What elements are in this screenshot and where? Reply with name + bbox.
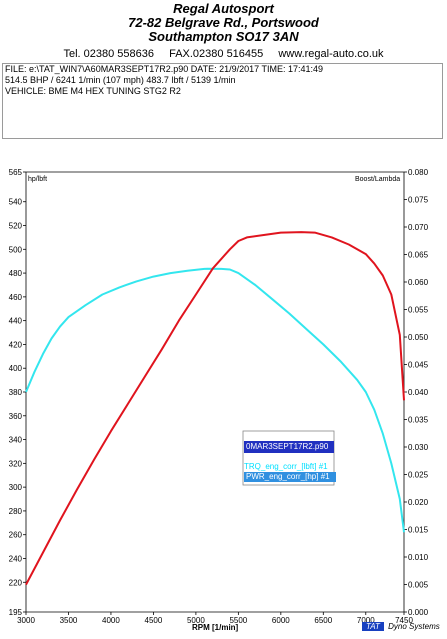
legend-box	[242, 430, 335, 486]
y-left-tick-label: 340	[9, 436, 23, 445]
y-left-tick-label: 440	[9, 317, 23, 326]
y-right-tick-label: 0.025	[408, 471, 429, 480]
y-right-tick-label: 0.015	[408, 526, 429, 535]
brand-logo: TAT Dyno Systems	[362, 622, 440, 631]
legend-power-label: PWR_eng_corr_[hp] #1	[244, 472, 336, 482]
legend-torque-label: TRQ_eng_corr_[lbft] #1	[244, 462, 328, 471]
y-left-tick-label: 360	[9, 412, 23, 421]
y-left-tick-label: 320	[9, 459, 23, 468]
y-left-tick-label: 260	[9, 531, 23, 540]
run-info-box: FILE: e:\TAT_WIN7\A60MAR3SEPT17R2.p90 DA…	[2, 63, 443, 139]
x-axis-label: RPM [1/min]	[192, 623, 239, 632]
x-tick-label: 7000	[357, 616, 375, 625]
y-right-tick-label: 0.050	[408, 333, 429, 342]
left-unit-label: hp/lbft	[28, 176, 48, 183]
x-tick-label: 6000	[272, 616, 290, 625]
x-tick-label: 4500	[145, 616, 163, 625]
y-right-tick-label: 0.075	[408, 196, 429, 205]
y-left-tick-label: 540	[9, 198, 23, 207]
y-left-tick-label: 220	[9, 578, 23, 587]
y-right-tick-label: 0.030	[408, 443, 429, 452]
y-left-tick-label: 380	[9, 388, 23, 397]
x-tick-label: 3000	[17, 616, 35, 625]
company-name: Regal Autosport	[173, 1, 274, 16]
y-left-tick-label: 565	[9, 168, 23, 177]
y-left-tick-label: 420	[9, 340, 23, 349]
web-text: www.regal-auto.co.uk	[278, 48, 384, 60]
company-address: 72-82 Belgrave Rd., Portswood	[128, 15, 319, 30]
tel-text: Tel. 02380 558636	[63, 48, 155, 60]
right-unit-label: Boost/Lambda	[355, 176, 401, 183]
y-left-tick-label: 400	[9, 364, 23, 373]
y-left-tick-label: 280	[9, 507, 23, 516]
power-line: 514.5 BHP / 6241 1/min (107 mph) 483.7 l…	[5, 75, 236, 85]
y-right-tick-label: 0.020	[408, 498, 429, 507]
x-tick-label: 7450	[395, 616, 413, 625]
y-right-tick-label: 0.005	[408, 581, 429, 590]
y-right-tick-label: 0.070	[408, 223, 429, 232]
y-left-tick-label: 500	[9, 245, 23, 254]
y-left-tick-label: 195	[9, 608, 23, 617]
contact-line: Tel. 02380 558636 FAX.02380 516455 www.r…	[4, 48, 443, 60]
torque-series-line	[25, 267, 405, 533]
y-right-tick-label: 0.000	[408, 608, 429, 617]
x-tick-label: 5500	[229, 616, 247, 625]
y-right-tick-label: 0.035	[408, 416, 429, 425]
dyno-systems-text: Dyno Systems	[388, 622, 440, 631]
y-left-tick-label: 460	[9, 293, 23, 302]
report-header: Regal Autosport 72-82 Belgrave Rd., Port…	[4, 2, 443, 64]
y-right-tick-label: 0.010	[408, 553, 429, 562]
y-right-tick-label: 0.065	[408, 251, 429, 260]
y-right-tick-label: 0.040	[408, 388, 429, 397]
file-line: FILE: e:\TAT_WIN7\A60MAR3SEPT17R2.p90 DA…	[5, 64, 323, 74]
y-left-tick-label: 240	[9, 554, 23, 563]
x-tick-label: 6500	[314, 616, 332, 625]
tat-logo: TAT	[362, 622, 384, 631]
y-right-tick-label: 0.060	[408, 278, 429, 287]
x-tick-label: 4000	[102, 616, 120, 625]
y-left-tick-label: 300	[9, 483, 23, 492]
legend-file-label: 0MAR3SEPT17R2.p90	[244, 441, 334, 453]
x-tick-label: 3500	[60, 616, 78, 625]
y-right-tick-label: 0.045	[408, 361, 429, 370]
fax-text: FAX.02380 516455	[169, 48, 264, 60]
y-right-tick-label: 0.080	[408, 168, 429, 177]
x-tick-label: 5000	[187, 616, 205, 625]
vehicle-line: VEHICLE: BME M4 HEX TUNING STG2 R2	[5, 86, 181, 96]
y-left-tick-label: 480	[9, 269, 23, 278]
power-series-line	[25, 231, 405, 586]
y-left-tick-label: 520	[9, 222, 23, 231]
company-city: Southampton SO17 3AN	[148, 29, 299, 44]
y-right-tick-label: 0.055	[408, 306, 429, 315]
